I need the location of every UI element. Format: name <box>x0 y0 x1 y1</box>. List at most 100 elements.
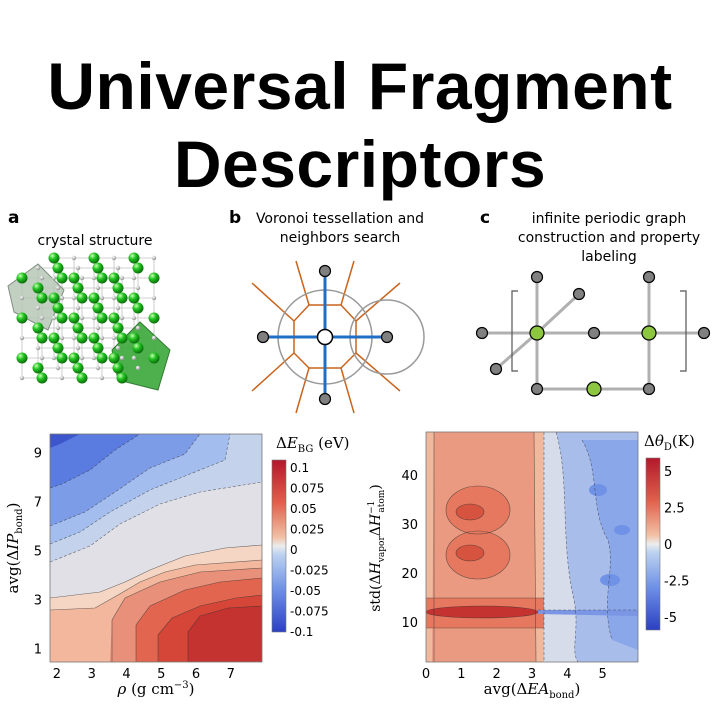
atom-green <box>88 332 100 344</box>
atom-white <box>79 275 85 281</box>
y-tick-label: 20 <box>401 567 418 582</box>
colorbar-tick-labels: 0.1 0.075 0.05 0.025 0 -0.025 -0.05 -0.075 -0.1 <box>290 461 329 639</box>
colorbar-tick-label: 0.025 <box>290 523 324 537</box>
atom-white <box>79 355 85 361</box>
contour-chart-band-gap: 2 3 4 5 6 7 1 3 5 7 9 ρ (g cm−3) avg(ΔIPbond) ΔEB… <box>4 433 350 698</box>
y-tick-label: 10 <box>401 616 418 631</box>
atom-white <box>119 315 125 321</box>
colorbar-tick-label: 0.075 <box>290 482 324 496</box>
atom-white <box>99 295 105 301</box>
voronoi-cell-edges <box>251 260 401 414</box>
atom-white <box>35 265 41 271</box>
atom-white <box>151 255 157 261</box>
atom-green <box>68 352 80 364</box>
atom-green <box>32 322 44 334</box>
x-tick-label: 6 <box>192 667 200 682</box>
atom-white <box>55 285 61 291</box>
panel-a-caption: crystal structure <box>37 233 153 249</box>
atom-white <box>39 315 45 321</box>
atom-green <box>52 342 64 354</box>
x-tick-label: 0 <box>422 667 430 682</box>
atom-white <box>19 295 25 301</box>
atom-green <box>16 312 28 324</box>
atom-white <box>91 275 97 281</box>
atom-white <box>99 375 105 381</box>
colorbar-tick-labels: 5 2.5 0 -2.5 -5 <box>664 465 689 626</box>
atom-green <box>112 282 124 294</box>
atom-green <box>112 322 124 334</box>
voronoi-diagram <box>251 260 425 414</box>
panel-c-caption-line-2: construction and property labeling <box>517 230 701 265</box>
atom-white <box>71 335 77 341</box>
atom-white <box>51 275 57 281</box>
atom-white <box>115 265 121 271</box>
atom-green <box>132 342 144 354</box>
colorbar-tick-label: 0.1 <box>290 461 309 475</box>
atom-green <box>108 312 120 324</box>
colorbar-tick-label: 2.5 <box>664 502 685 517</box>
atom-white <box>115 305 121 311</box>
atom-green <box>76 292 88 304</box>
atom-white <box>75 265 81 271</box>
periodic-graph <box>475 270 711 397</box>
contour-fill <box>426 432 638 662</box>
atom-green <box>96 272 108 284</box>
neighbor-bonds <box>263 271 387 399</box>
y-axis-label: avg(ΔIPbond) <box>4 503 25 594</box>
atom-white <box>111 295 117 301</box>
plot-frame <box>425 431 639 663</box>
colorbar-tick-label: 5 <box>664 465 672 480</box>
atom-green <box>68 272 80 284</box>
x-tick-label: 7 <box>227 667 235 682</box>
title-line-2: Descriptors <box>173 127 547 201</box>
atom-white <box>19 335 25 341</box>
panel-b-caption-line-2: neighbors search <box>279 230 401 246</box>
atoms <box>16 252 160 384</box>
colorbar-label: ΔEBG (eV) <box>276 434 350 455</box>
y-axis-label: std(ΔHvaporΔH−1atom) <box>367 484 387 612</box>
atom-green <box>72 362 84 374</box>
atom-white <box>95 325 101 331</box>
atom-white <box>119 275 125 281</box>
graph-nodes-gray <box>475 270 711 396</box>
atom-green <box>92 302 104 314</box>
central-atom <box>316 328 334 346</box>
atom-white <box>39 275 45 281</box>
atom-green <box>128 252 140 264</box>
atom-green <box>88 292 100 304</box>
x-tick-label: 4 <box>563 667 571 682</box>
atom-white <box>91 315 97 321</box>
contour-chart-debye-temperature: 0 1 2 3 4 5 10 20 30 40 avg(ΔEAbond) std(ΔHvapor… <box>367 431 695 701</box>
graph-nodes-green <box>529 325 657 397</box>
atom-green <box>48 332 60 344</box>
colorbar-label: ΔθD(K) <box>644 432 695 453</box>
panel-b-label: b <box>229 208 242 228</box>
y-tick-label: 9 <box>34 447 42 462</box>
neighbor-nodes <box>256 264 394 406</box>
atom-white <box>131 355 137 361</box>
atom-green <box>96 352 108 364</box>
atom-white <box>35 345 41 351</box>
panel-b-caption-line-1: Voronoi tessellation and <box>255 211 425 227</box>
atom-green <box>52 302 64 314</box>
y-tick-label: 5 <box>34 545 42 560</box>
x-tick-label: 1 <box>457 667 465 682</box>
colorbar-tick-label: -0.025 <box>290 564 329 578</box>
atom-green <box>132 262 144 274</box>
atom-white <box>99 335 105 341</box>
atom-white <box>79 315 85 321</box>
plot-frame <box>49 433 263 663</box>
atom-green <box>116 332 128 344</box>
atom-green <box>76 372 88 384</box>
atom-white <box>95 285 101 291</box>
y-tick-label: 40 <box>401 469 418 484</box>
atom-white <box>131 275 137 281</box>
atom-white <box>135 285 141 291</box>
atom-white <box>59 295 65 301</box>
y-tick-label: 30 <box>401 518 418 533</box>
atom-white <box>115 345 121 351</box>
colorbar-tick-label: -0.05 <box>290 584 321 598</box>
colorbar-tick-label: 0 <box>664 538 672 553</box>
atom-green <box>116 372 128 384</box>
x-axis-label: ρ (g cm−3) <box>116 680 194 698</box>
